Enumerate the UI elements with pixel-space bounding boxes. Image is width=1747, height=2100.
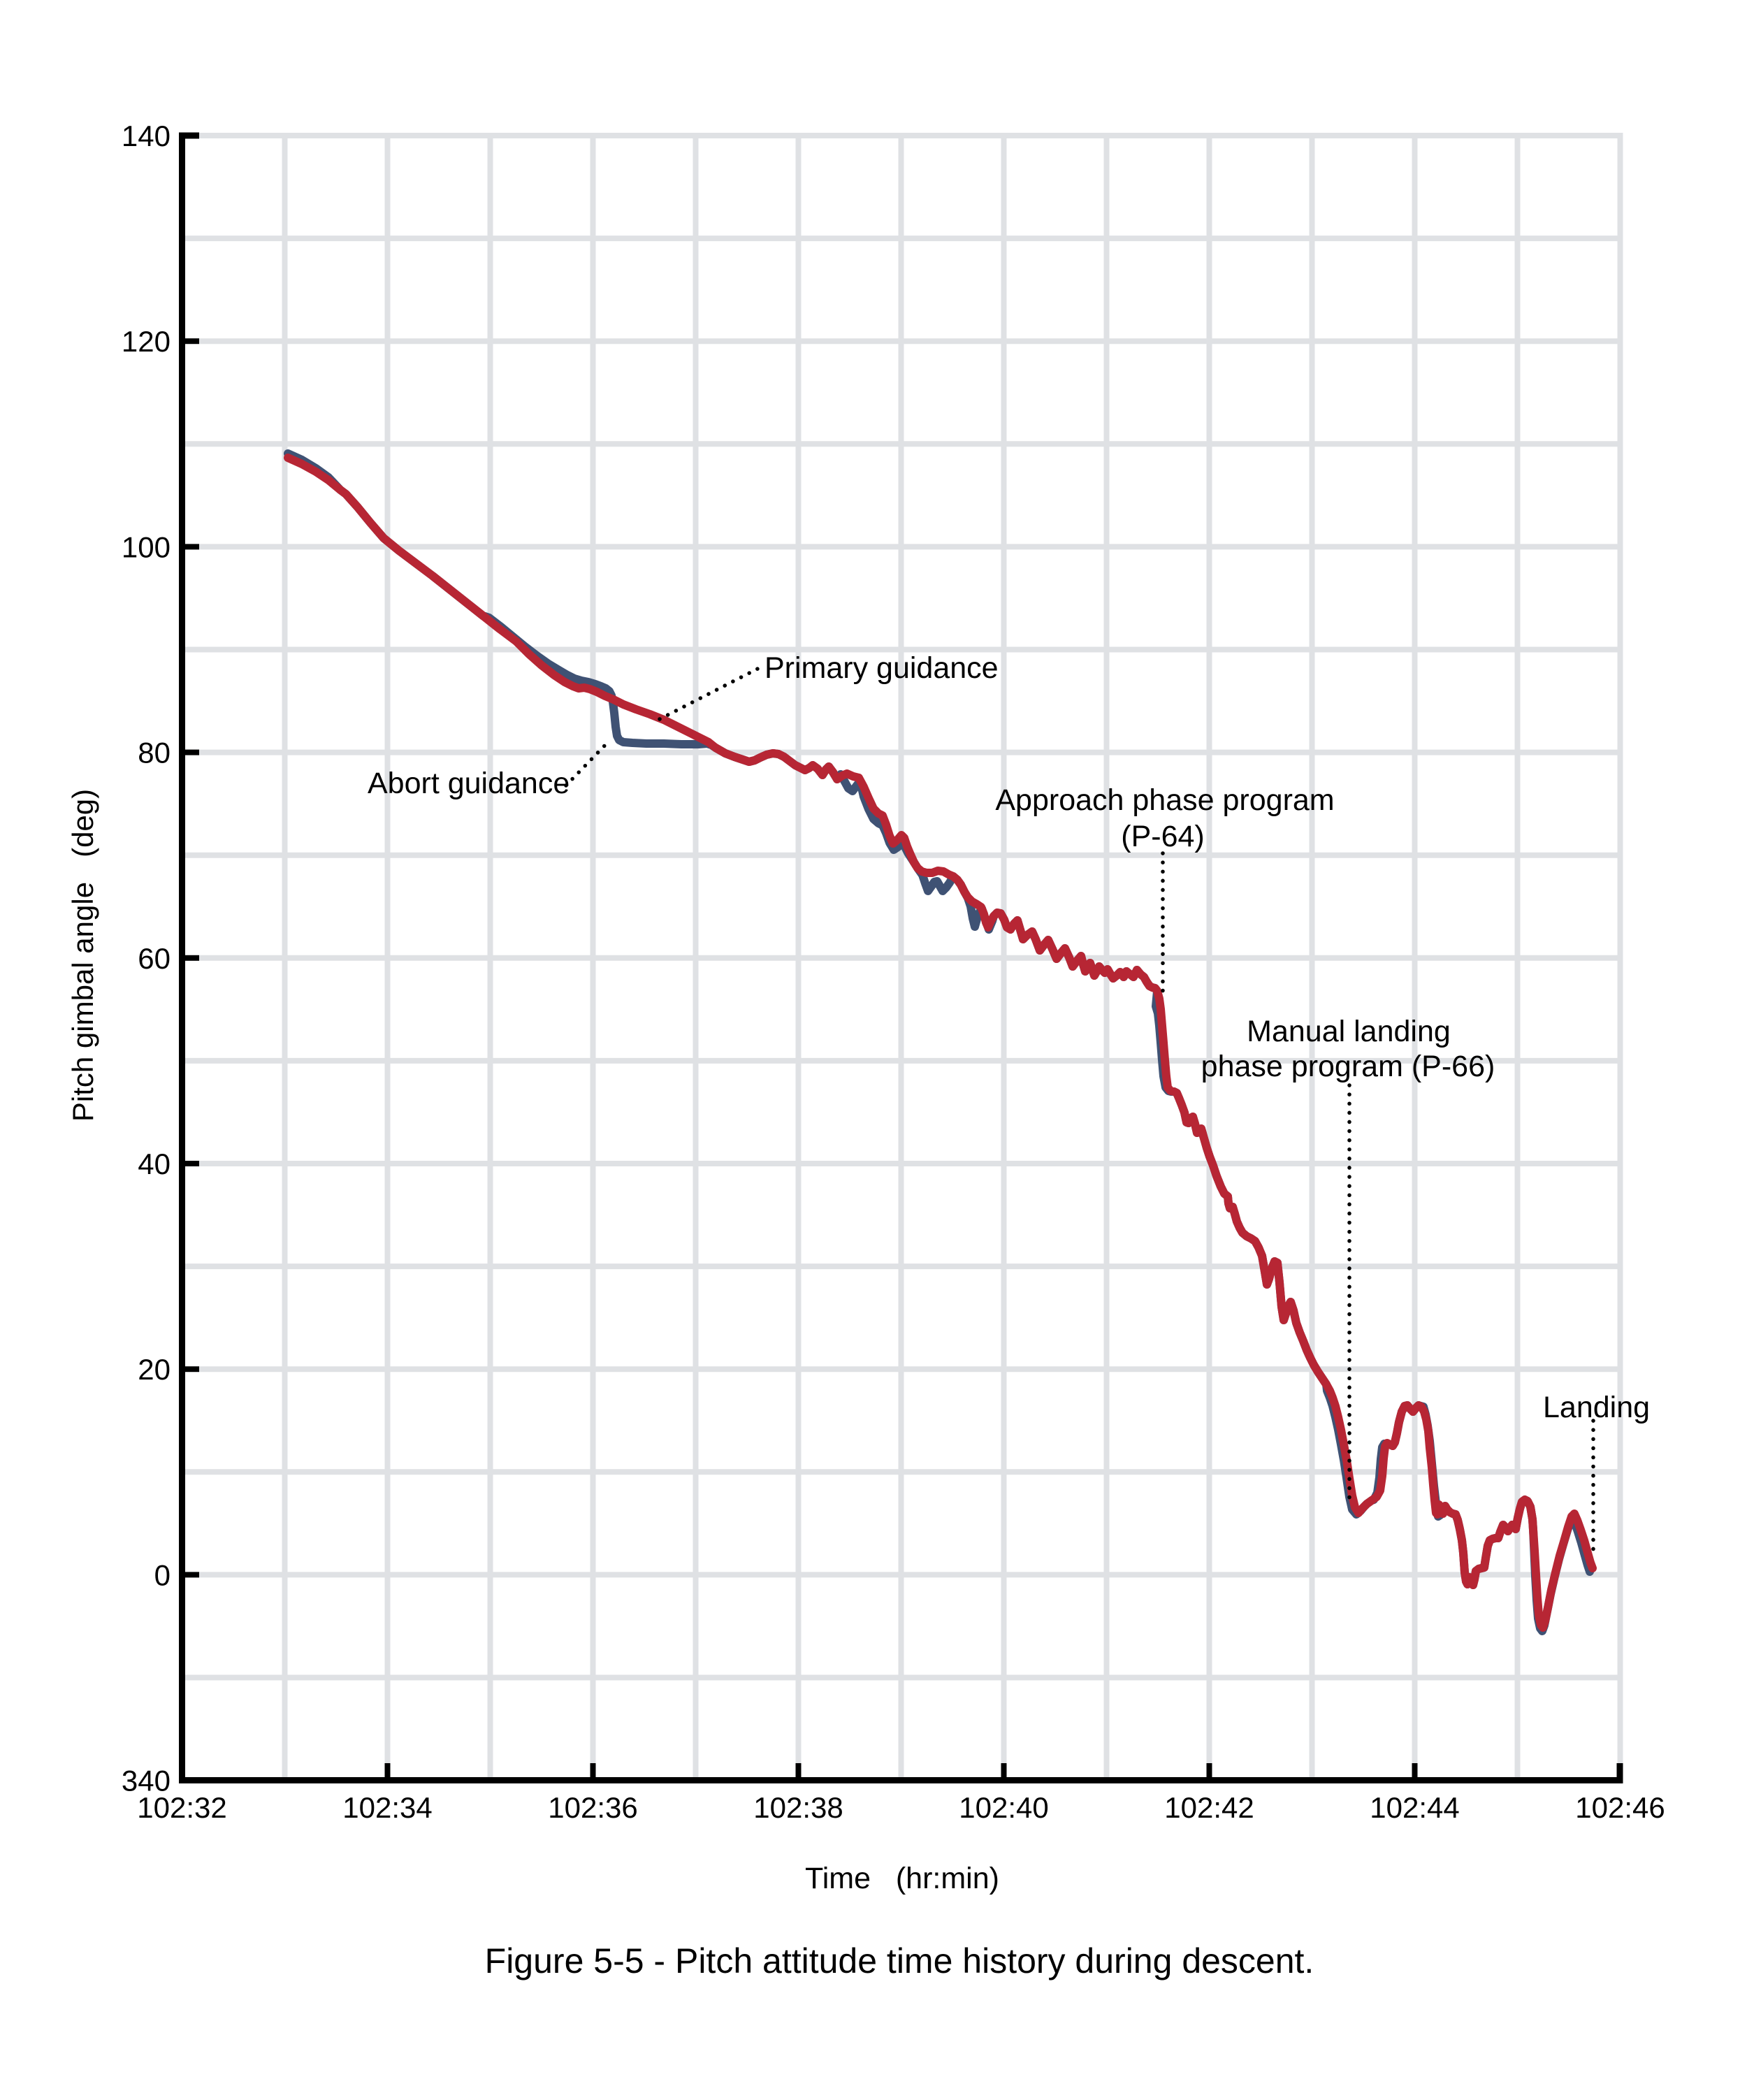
svg-text:140: 140: [122, 120, 171, 152]
svg-text:Primary guidance: Primary guidance: [764, 651, 999, 685]
svg-text:102:38: 102:38: [753, 1791, 843, 1824]
svg-text:102:44: 102:44: [1370, 1791, 1459, 1824]
svg-text:102:46: 102:46: [1575, 1791, 1665, 1824]
svg-text:phase program (P-66): phase program (P-66): [1201, 1050, 1495, 1083]
svg-text:102:40: 102:40: [959, 1791, 1048, 1824]
svg-text:102:36: 102:36: [548, 1791, 637, 1824]
svg-text:Abort guidance: Abort guidance: [368, 767, 570, 800]
svg-text:340: 340: [122, 1765, 171, 1797]
svg-text:Time (hr:min): Time (hr:min): [805, 1862, 999, 1895]
svg-text:0: 0: [154, 1558, 171, 1591]
svg-text:102:42: 102:42: [1164, 1791, 1254, 1824]
svg-text:20: 20: [138, 1353, 171, 1386]
svg-text:100: 100: [122, 530, 171, 563]
svg-text:Figure 5-5 - Pitch attitude ti: Figure 5-5 - Pitch attitude time history…: [485, 1941, 1314, 1980]
svg-text:120: 120: [122, 325, 171, 358]
svg-text:60: 60: [138, 942, 171, 975]
svg-text:Landing: Landing: [1543, 1391, 1650, 1424]
svg-text:Manual landing: Manual landing: [1247, 1015, 1451, 1048]
svg-text:102:32: 102:32: [137, 1791, 226, 1824]
svg-text:40: 40: [138, 1147, 171, 1180]
svg-text:Approach phase program: Approach phase program: [995, 783, 1334, 817]
svg-text:(P-64): (P-64): [1121, 820, 1204, 853]
svg-text:80: 80: [138, 737, 171, 769]
svg-text:102:34: 102:34: [342, 1791, 432, 1824]
svg-text:Pitch gimbal angle (deg): Pitch gimbal angle (deg): [66, 789, 99, 1122]
